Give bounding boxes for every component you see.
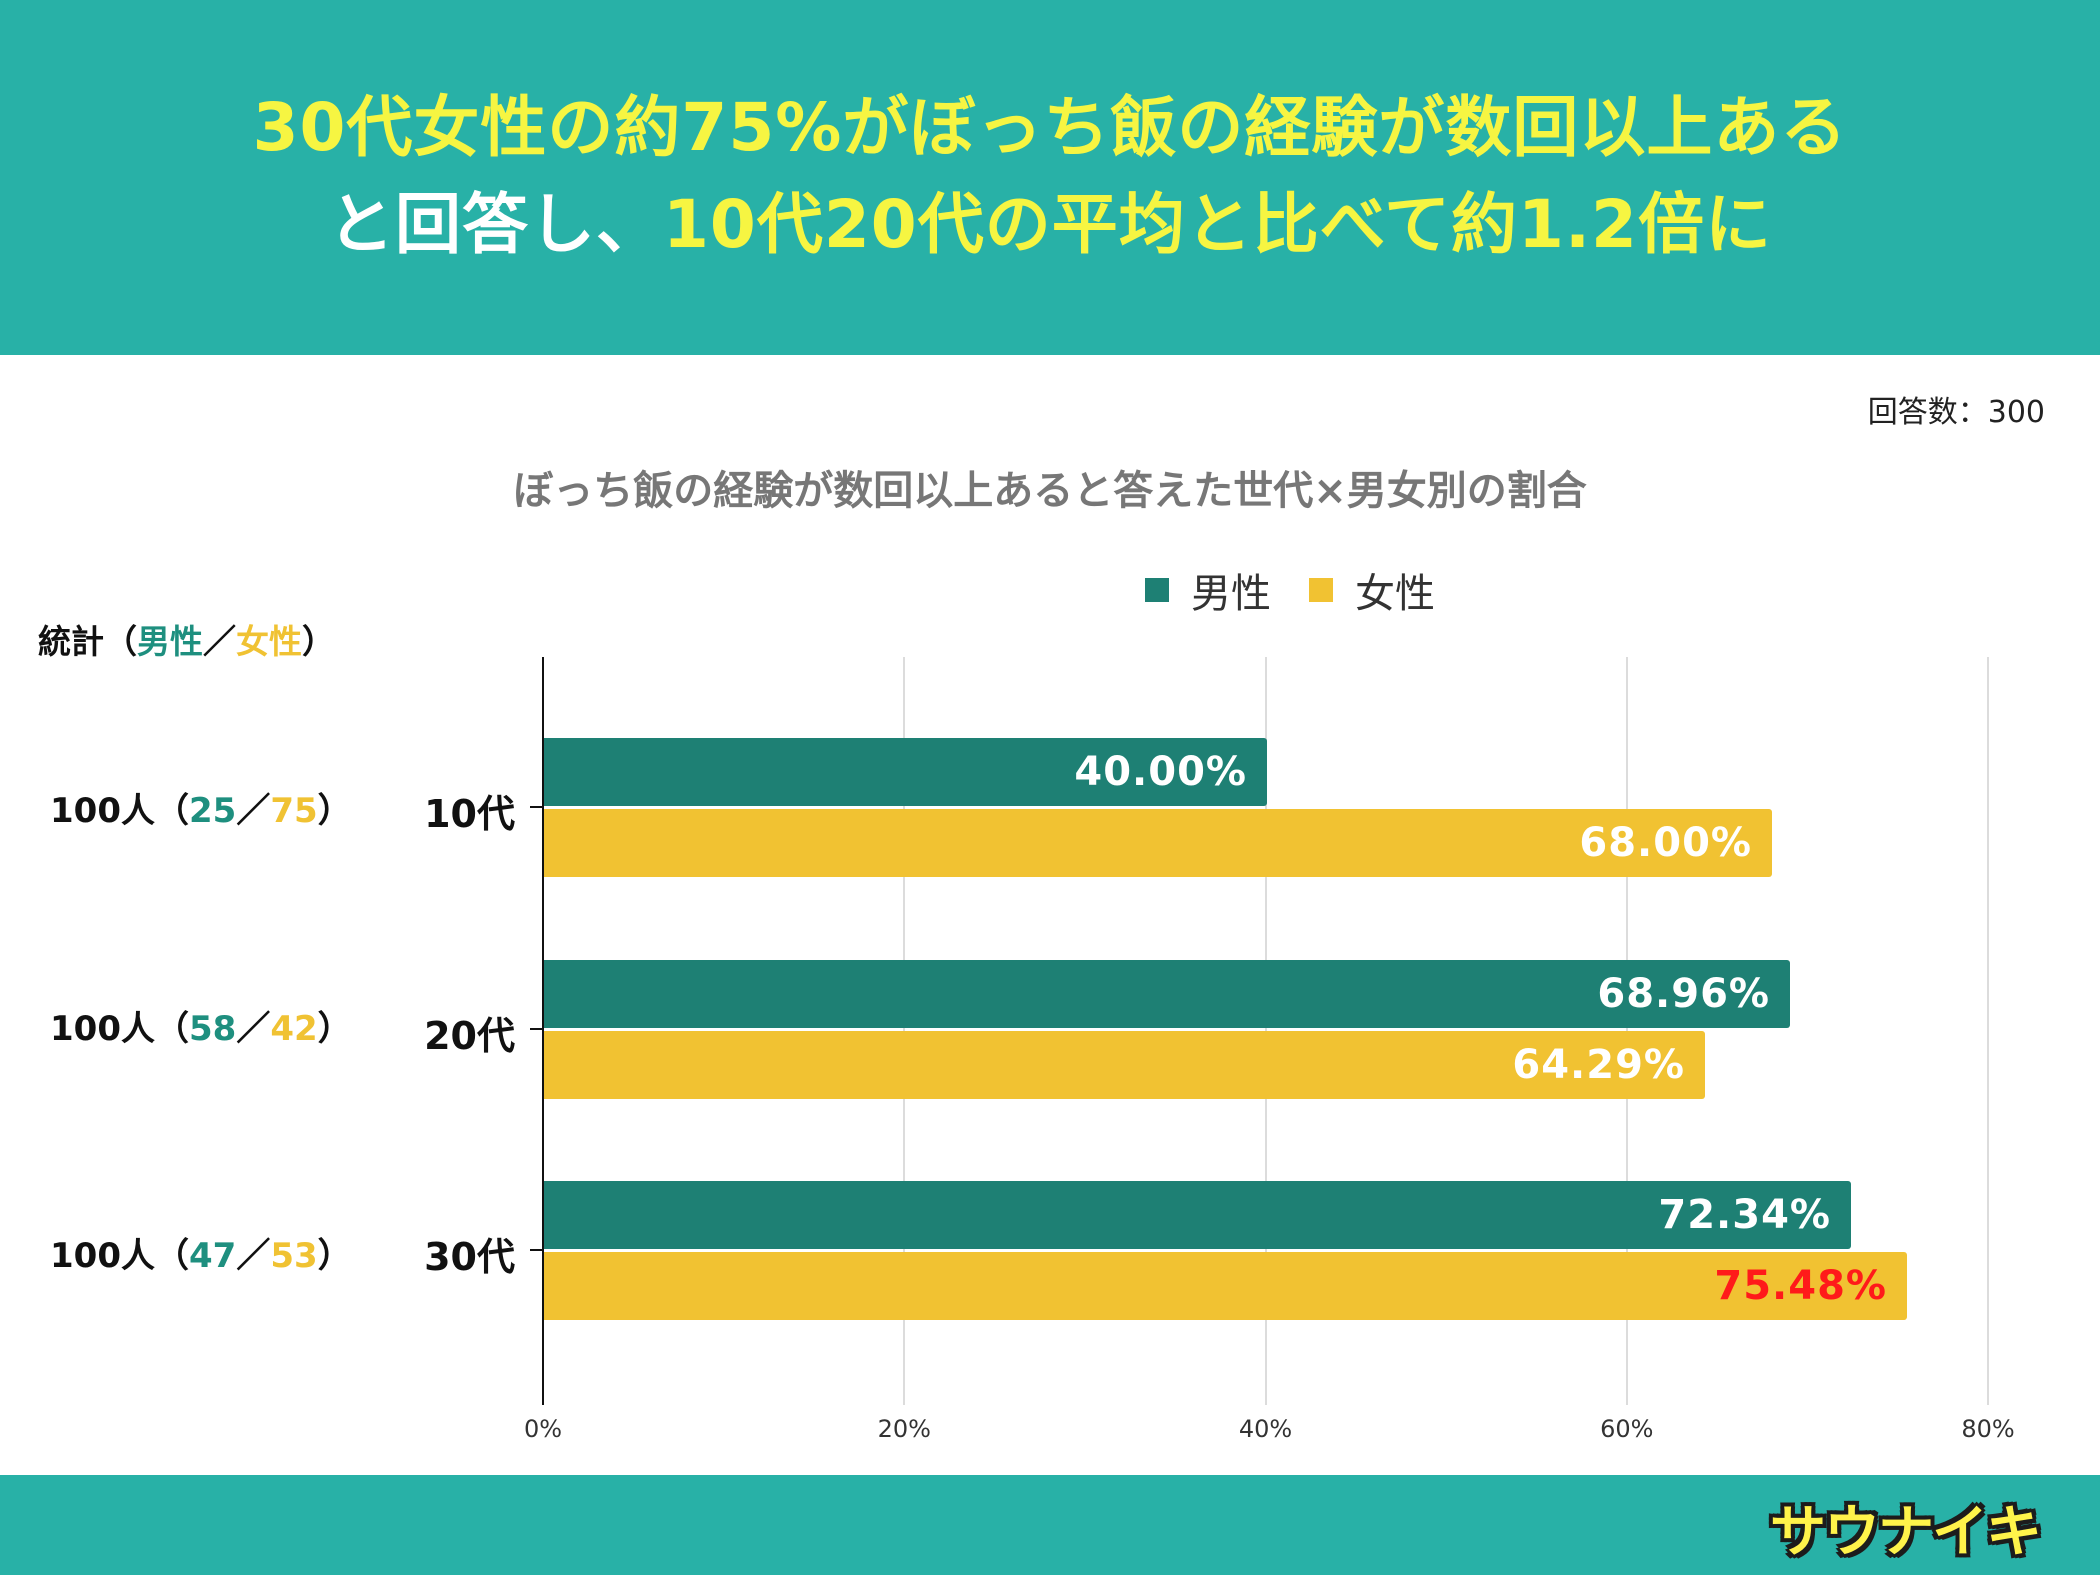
headline-line-2-yellow: 10代20代の平均と比べて約1.2倍に	[663, 186, 1772, 263]
y-axis-line	[542, 657, 544, 1405]
data-label: 64.29%	[1512, 1042, 1685, 1088]
y-tick	[530, 806, 544, 808]
x-tick-label: 40%	[1238, 1415, 1293, 1443]
footer-banner: サウナイキ	[0, 1475, 2100, 1575]
stat-close: ）	[317, 791, 352, 831]
stat-sep: ／	[236, 1236, 271, 1276]
legend-item-female: 女性	[1309, 561, 1435, 619]
y-tick	[530, 1249, 544, 1251]
data-label: 40.00%	[1074, 749, 1247, 795]
stat-close: ）	[317, 1236, 352, 1276]
bar-male: 40.00%	[544, 738, 1267, 806]
gridline	[1987, 657, 1989, 1405]
stat-close: ）	[317, 1009, 352, 1049]
headline-line-1: 30代女性の約75%がぼっち飯の経験が数回以上ある	[252, 89, 1848, 166]
y-tick	[530, 1028, 544, 1030]
stat-male-count: 47	[188, 1236, 237, 1276]
bar-female: 68.00%	[544, 809, 1772, 877]
chart-title: ぼっち飯の経験が数回以上あると答えた世代×男女別の割合	[513, 468, 1587, 514]
stats-header: 統計（男性／女性）	[38, 615, 335, 663]
stat-female-count: 75	[270, 791, 318, 831]
stats-header-suffix: ）	[302, 622, 335, 661]
brand-logo: サウナイキ	[1770, 1500, 2042, 1565]
stat-male-count: 25	[188, 791, 237, 831]
chart-legend: 男性 女性	[1145, 565, 1473, 617]
legend-label-female: 女性	[1355, 571, 1435, 617]
stat-row-20s: 100人（58／42）	[50, 1001, 352, 1050]
header-banner: 30代女性の約75%がぼっち飯の経験が数回以上ある と回答し、10代20代の平均…	[0, 0, 2100, 355]
respondent-count: 回答数：300	[1867, 395, 2045, 430]
x-tick-label: 20%	[877, 1415, 931, 1443]
data-label: 75.48%	[1714, 1263, 1887, 1309]
bar-male: 68.96%	[544, 960, 1790, 1028]
legend-swatch-female	[1309, 578, 1333, 602]
bar-female: 75.48%	[544, 1252, 1907, 1320]
bar-female: 64.29%	[544, 1031, 1705, 1099]
stat-sep: ／	[236, 1009, 271, 1049]
x-tick-label: 0%	[523, 1415, 563, 1443]
category-label: 30代	[424, 1235, 515, 1279]
stat-total: 100人（	[50, 791, 189, 831]
bar-male: 72.34%	[544, 1181, 1851, 1249]
headline-line-2-white: と回答し、	[328, 186, 663, 263]
stat-row-30s: 100人（47／53）	[50, 1228, 352, 1277]
category-label: 20代	[424, 1014, 515, 1058]
category-label: 10代	[424, 792, 515, 836]
stat-female-count: 42	[270, 1009, 318, 1049]
data-label: 68.96%	[1597, 971, 1770, 1017]
headline-line-2: と回答し、10代20代の平均と比べて約1.2倍に	[0, 180, 2100, 270]
data-label: 68.00%	[1579, 820, 1752, 866]
legend-label-male: 男性	[1191, 571, 1271, 617]
x-tick-label: 80%	[1961, 1415, 2015, 1443]
stat-sep: ／	[236, 791, 271, 831]
legend-item-male: 男性	[1145, 561, 1271, 619]
stat-total: 100人（	[50, 1236, 189, 1276]
stats-header-sep: ／	[203, 622, 236, 661]
stat-total: 100人（	[50, 1009, 189, 1049]
x-tick-label: 60%	[1600, 1415, 1654, 1443]
legend-swatch-male	[1145, 578, 1169, 602]
data-label: 72.34%	[1658, 1192, 1831, 1238]
stats-header-prefix: 統計（	[38, 622, 137, 661]
stats-header-male: 男性	[137, 622, 203, 661]
stats-header-female: 女性	[236, 622, 302, 661]
stat-female-count: 53	[270, 1236, 318, 1276]
stat-row-10s: 100人（25／75）	[50, 783, 352, 832]
stat-male-count: 58	[188, 1009, 237, 1049]
